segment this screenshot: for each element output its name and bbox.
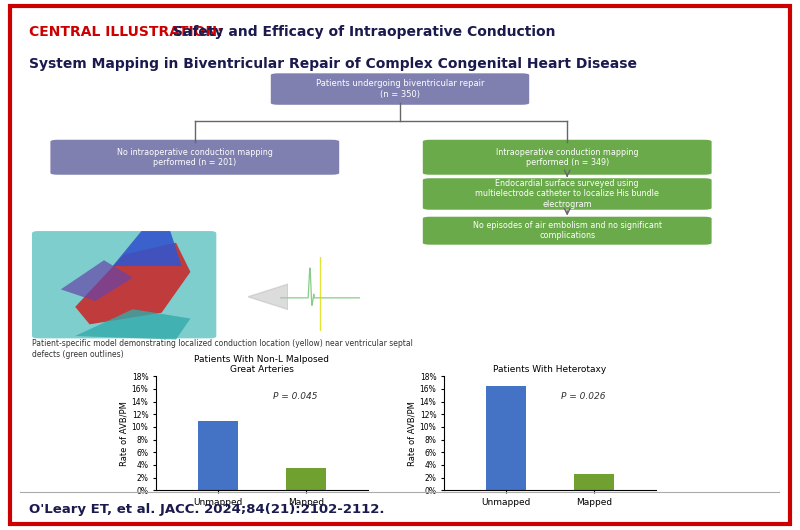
FancyBboxPatch shape [422, 217, 712, 245]
Text: P = 0.026: P = 0.026 [561, 392, 605, 401]
Polygon shape [75, 309, 190, 340]
Title: Patients With Non-L Malposed
Great Arteries: Patients With Non-L Malposed Great Arter… [194, 355, 330, 374]
Polygon shape [75, 243, 190, 324]
FancyBboxPatch shape [422, 178, 712, 210]
Text: Intraoperative conduction mapping
performed (n = 349): Intraoperative conduction mapping perfor… [496, 147, 638, 167]
FancyBboxPatch shape [270, 73, 530, 105]
Text: P = 0.045: P = 0.045 [273, 392, 317, 401]
Polygon shape [248, 284, 288, 310]
Text: Endocardial surface surveyed using
multielectrode catheter to localize His bundl: Endocardial surface surveyed using multi… [475, 179, 659, 209]
FancyBboxPatch shape [50, 140, 339, 175]
Text: No intraoperative conduction mapping
performed (n = 201): No intraoperative conduction mapping per… [117, 147, 273, 167]
Text: Patient-specific model demonstrating localized conduction location (yellow) near: Patient-specific model demonstrating loc… [32, 339, 413, 359]
Text: O'Leary ET, et al. JACC. 2024;84(21):2102-2112.: O'Leary ET, et al. JACC. 2024;84(21):210… [29, 504, 385, 516]
Bar [486, 386, 526, 490]
Bar [198, 421, 238, 490]
Text: System Mapping in Biventricular Repair of Complex Congenital Heart Disease: System Mapping in Biventricular Repair o… [29, 57, 637, 72]
FancyBboxPatch shape [422, 140, 712, 175]
Bar [574, 474, 614, 490]
Y-axis label: Rate of AVB/PM: Rate of AVB/PM [120, 401, 129, 466]
Text: Safety and Efficacy of Intraoperative Conduction: Safety and Efficacy of Intraoperative Co… [168, 25, 556, 39]
FancyBboxPatch shape [32, 231, 216, 338]
Polygon shape [113, 231, 182, 266]
Text: Patients undergoing biventricular repair
(n = 350): Patients undergoing biventricular repair… [316, 80, 484, 99]
Title: Patients With Heterotaxy: Patients With Heterotaxy [494, 365, 606, 374]
Text: No episodes of air embolism and no significant
complications: No episodes of air embolism and no signi… [473, 221, 662, 241]
Y-axis label: Rate of AVB/PM: Rate of AVB/PM [408, 401, 417, 466]
Polygon shape [61, 260, 133, 301]
Text: Subgroup analysis for atrioventricular block/pacemaker: Subgroup analysis for atrioventricular b… [296, 364, 548, 372]
Text: CENTRAL ILLUSTRATION:: CENTRAL ILLUSTRATION: [29, 25, 222, 39]
Bar [286, 468, 326, 490]
